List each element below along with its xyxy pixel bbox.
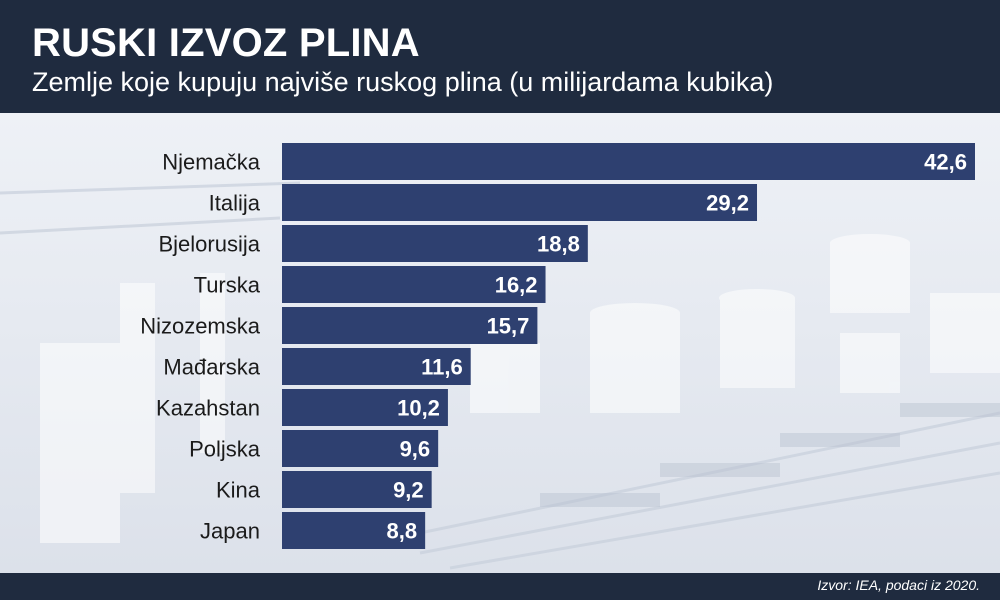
category-label: Turska [194, 273, 261, 298]
bar [282, 225, 588, 262]
bar [282, 471, 432, 508]
bar [282, 266, 546, 303]
value-label: 29,2 [706, 191, 749, 216]
category-label: Kazahstan [156, 396, 260, 421]
chart-subtitle: Zemlje koje kupuju najviše ruskog plina … [32, 67, 774, 97]
category-label: Nizozemska [140, 314, 261, 339]
value-label: 9,2 [393, 478, 424, 503]
category-label: Japan [200, 519, 260, 544]
header-band: RUSKI IZVOZ PLINA Zemlje koje kupuju naj… [0, 0, 1000, 113]
value-label: 16,2 [495, 273, 538, 298]
bar [282, 143, 975, 180]
value-label: 11,6 [421, 355, 463, 380]
category-label: Italija [209, 191, 261, 216]
value-label: 15,7 [487, 314, 530, 339]
chart-title: RUSKI IZVOZ PLINA [32, 21, 420, 65]
value-label: 10,2 [397, 396, 440, 421]
category-label: Kina [216, 478, 261, 503]
bar [282, 348, 471, 385]
category-label: Bjelorusija [159, 232, 261, 257]
value-label: 9,6 [400, 437, 431, 462]
value-label: 18,8 [537, 232, 580, 257]
bar [282, 512, 426, 549]
bar [282, 389, 448, 426]
category-label: Poljska [189, 437, 261, 462]
category-label: Mađarska [163, 355, 260, 380]
value-label: 8,8 [387, 519, 418, 544]
footer-band: Izvor: IEA, podaci iz 2020. [0, 573, 1000, 600]
industrial-background-image [0, 181, 1000, 570]
source-note: Izvor: IEA, podaci iz 2020. [817, 577, 980, 593]
value-label: 42,6 [924, 150, 967, 175]
bar [282, 307, 538, 344]
bar [282, 184, 758, 221]
bar [282, 430, 439, 467]
category-label: Njemačka [162, 150, 261, 175]
